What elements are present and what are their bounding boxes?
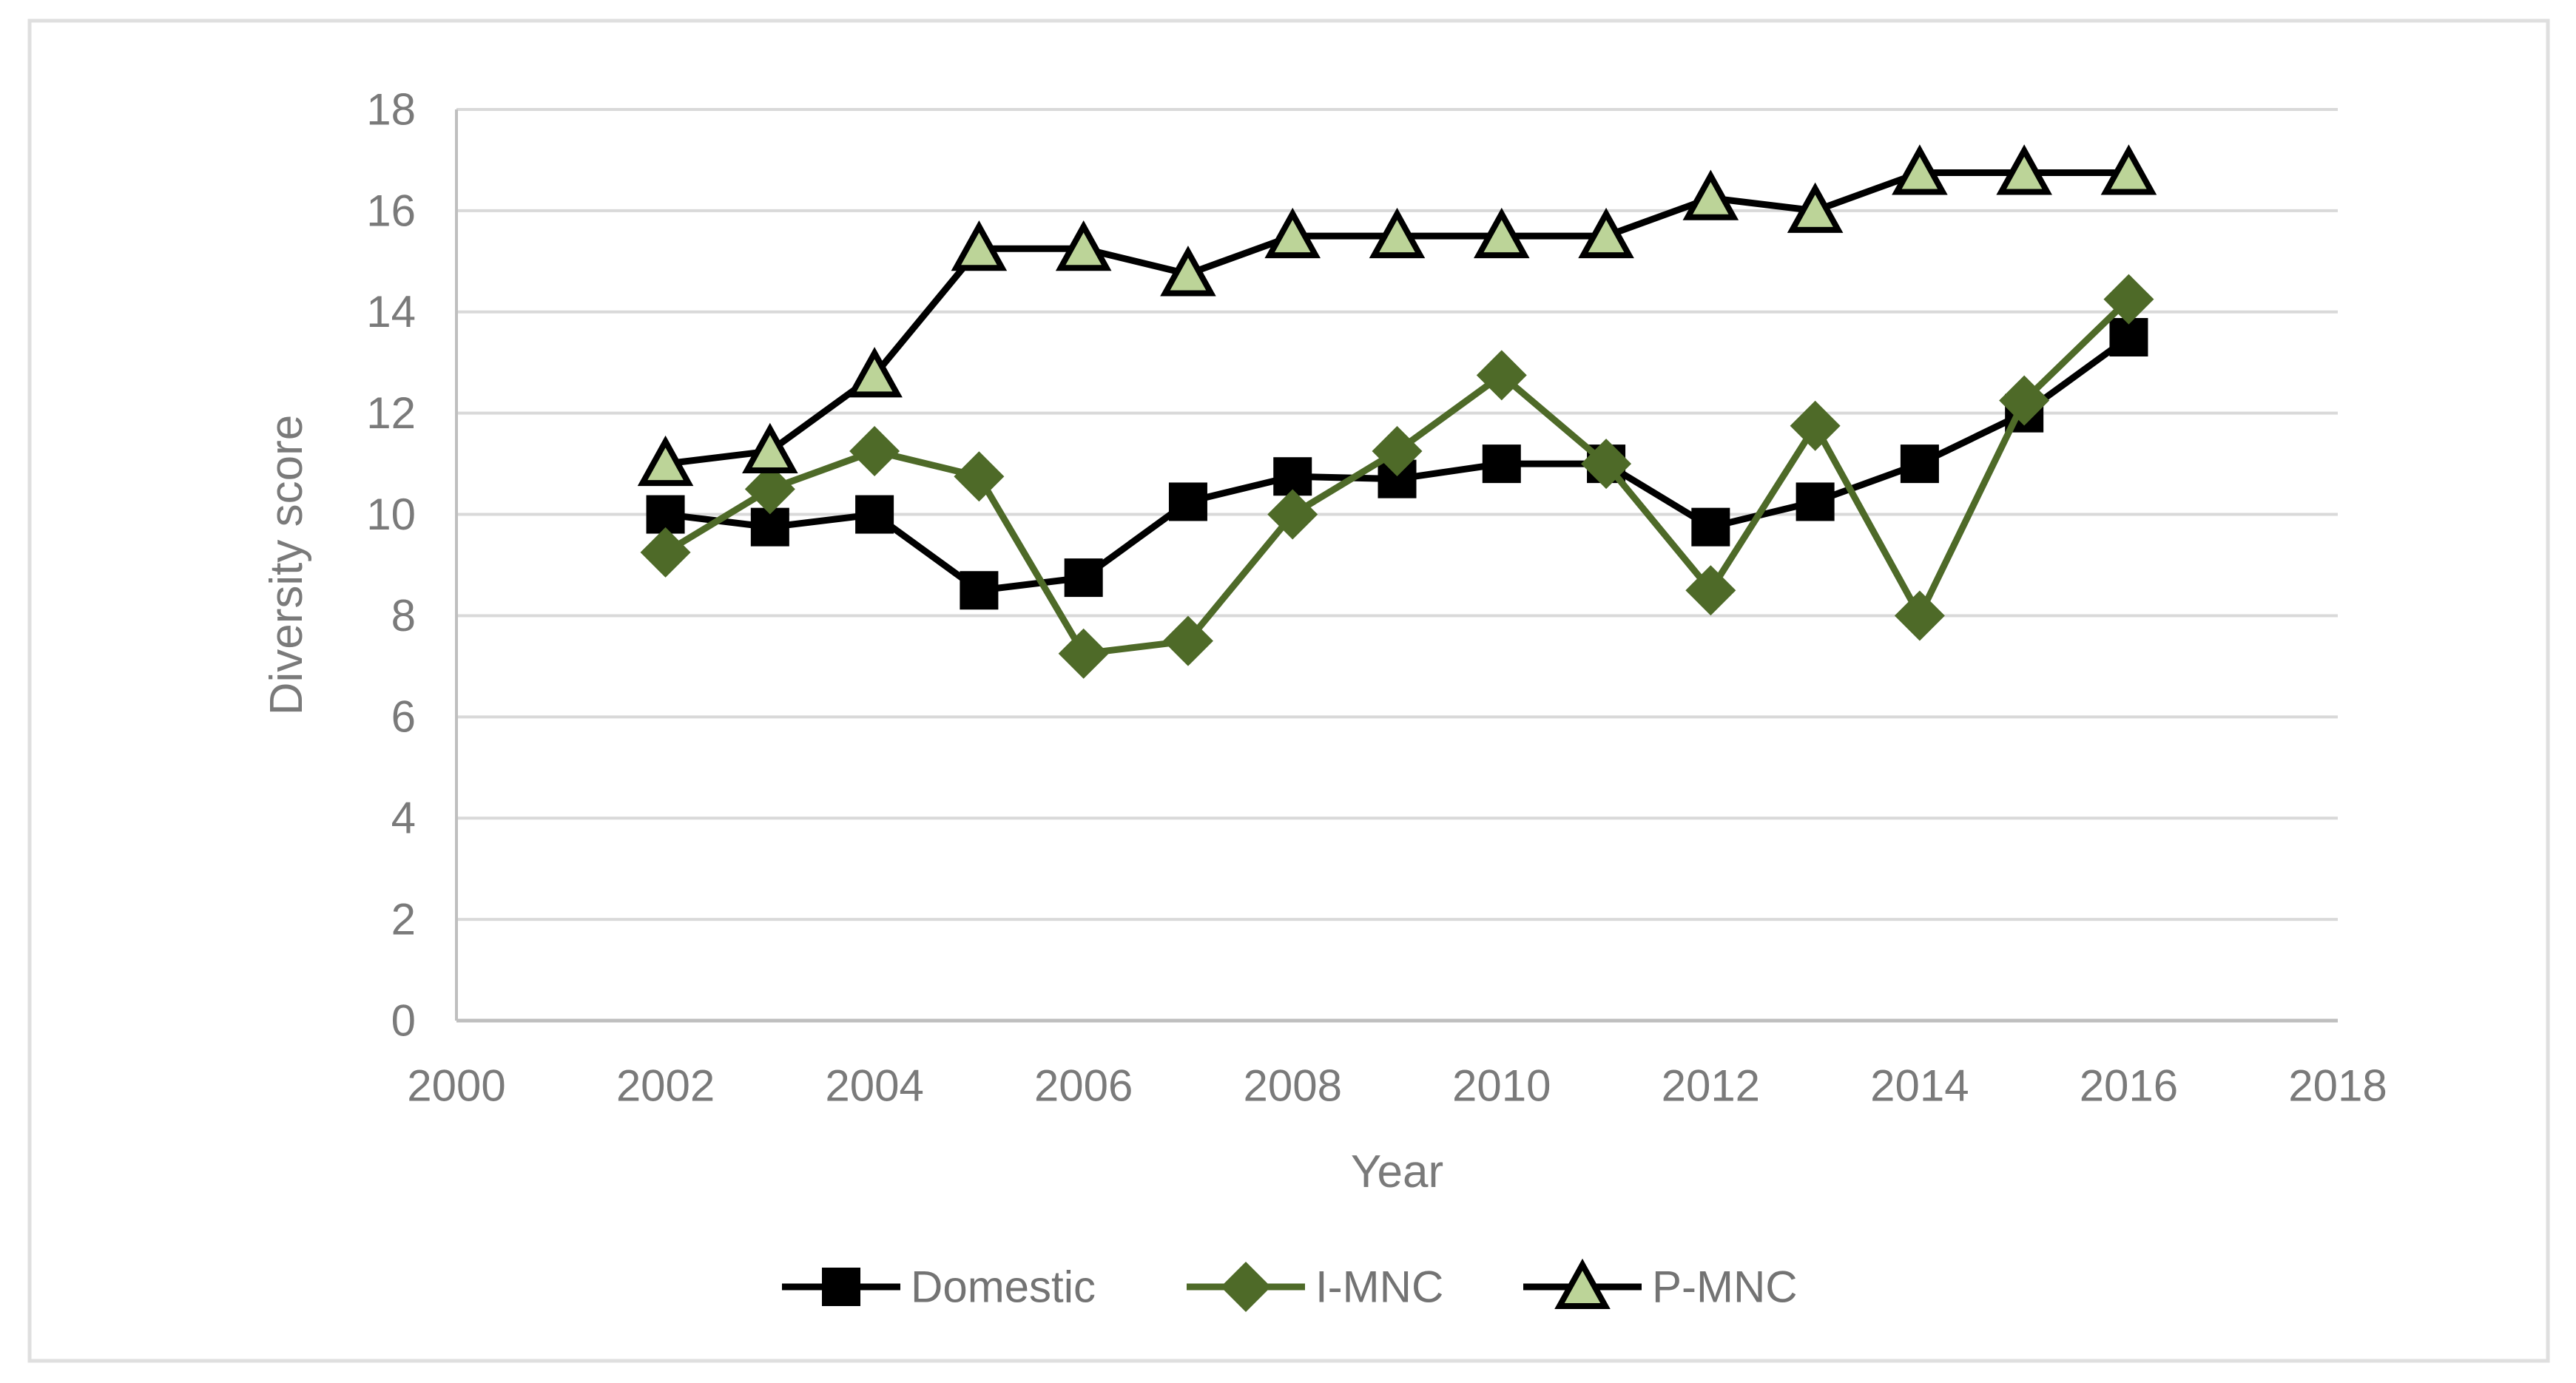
- series-p-mnc: [637, 144, 2157, 487]
- marker-triangle: [1892, 144, 1948, 195]
- x-tick-label-2006: 2006: [1034, 1061, 1133, 1110]
- marker-triangle: [1554, 1258, 1611, 1309]
- marker-diamond: [1685, 565, 1736, 616]
- x-tick-label-2000: 2000: [407, 1061, 505, 1110]
- legend-label-domestic: Domestic: [911, 1262, 1096, 1311]
- series-i-mnc: [640, 274, 2154, 679]
- marker-triangle: [1682, 169, 1739, 220]
- y-tick-label-0: 0: [391, 995, 416, 1045]
- marker-triangle: [846, 347, 903, 398]
- marker-diamond: [849, 426, 900, 476]
- marker-square: [1691, 507, 1730, 547]
- marker-square: [1064, 558, 1103, 598]
- legend-item-domestic: Domestic: [782, 1262, 1096, 1311]
- marker-diamond: [640, 527, 691, 578]
- y-tick-label-6: 6: [391, 692, 416, 742]
- y-tick-label-12: 12: [366, 388, 416, 438]
- marker-diamond: [1221, 1262, 1271, 1312]
- x-tick-label-2014: 2014: [1870, 1061, 1969, 1110]
- marker-diamond: [1372, 426, 1423, 476]
- y-tick-label-8: 8: [391, 591, 416, 640]
- x-tick-label-2002: 2002: [616, 1061, 715, 1110]
- marker-diamond: [1894, 590, 1945, 641]
- marker-triangle: [637, 435, 694, 487]
- marker-diamond: [1267, 489, 1318, 540]
- series-domestic: [646, 318, 2148, 610]
- marker-diamond: [1476, 350, 1527, 401]
- marker-triangle: [1473, 207, 1530, 259]
- marker-square: [1168, 482, 1207, 521]
- y-tick-label-2: 2: [391, 895, 416, 944]
- marker-triangle: [1787, 182, 1844, 233]
- legend-label-i-mnc: I-MNC: [1315, 1262, 1443, 1311]
- marker-square: [960, 571, 999, 610]
- series-layer: [637, 144, 2157, 679]
- marker-diamond: [1162, 615, 1213, 666]
- y-tick-label-14: 14: [366, 287, 416, 337]
- marker-triangle: [2100, 144, 2157, 195]
- y-axis-tick-labels: 0 2 4 6 8 10 12 14 16 18: [366, 84, 416, 1045]
- x-tick-label-2012: 2012: [1662, 1061, 1760, 1110]
- marker-diamond: [954, 451, 1005, 502]
- marker-triangle: [951, 220, 1008, 271]
- x-tick-label-2008: 2008: [1243, 1061, 1341, 1110]
- x-tick-label-2004: 2004: [825, 1061, 923, 1110]
- marker-square: [1796, 482, 1835, 521]
- marker-square: [750, 507, 789, 547]
- legend-label-p-mnc: P-MNC: [1652, 1262, 1798, 1311]
- x-tick-label-2018: 2018: [2288, 1061, 2387, 1110]
- marker-triangle: [1160, 246, 1216, 297]
- legend-item-p-mnc: P-MNC: [1523, 1258, 1798, 1311]
- x-axis-title: Year: [1351, 1146, 1443, 1197]
- x-tick-label-2016: 2016: [2080, 1061, 2178, 1110]
- marker-diamond: [1790, 400, 1841, 451]
- marker-diamond: [1581, 439, 1632, 490]
- marker-triangle: [1996, 144, 2052, 195]
- x-axis-tick-labels: 2000 2002 2004 2006 2008 2010 2012 2014 2016 2018: [407, 1061, 2387, 1110]
- marker-triangle: [1055, 220, 1112, 271]
- marker-triangle: [1578, 207, 1634, 259]
- y-axis-title: Diversity score: [261, 415, 312, 716]
- marker-square: [1900, 444, 1939, 484]
- marker-square: [855, 495, 894, 534]
- marker-square: [822, 1268, 860, 1306]
- marker-triangle: [1264, 207, 1321, 259]
- y-tick-label-18: 18: [366, 84, 416, 134]
- legend: Domestic I-MNC P-MNC: [782, 1258, 1798, 1312]
- y-tick-label-4: 4: [391, 794, 416, 843]
- x-tick-label-2010: 2010: [1452, 1061, 1551, 1110]
- marker-diamond: [1999, 375, 2050, 426]
- marker-triangle: [1369, 207, 1426, 259]
- marker-square: [1482, 444, 1521, 484]
- marker-diamond: [2103, 274, 2154, 325]
- figure-border: [27, 18, 2550, 1363]
- axes: [455, 109, 2338, 1023]
- marker-square: [646, 495, 685, 534]
- marker-diamond: [744, 464, 795, 515]
- marker-triangle: [742, 422, 798, 473]
- marker-diamond: [1058, 628, 1109, 679]
- y-tick-label-16: 16: [366, 186, 416, 235]
- y-tick-label-10: 10: [366, 490, 416, 539]
- legend-item-i-mnc: I-MNC: [1187, 1262, 1443, 1312]
